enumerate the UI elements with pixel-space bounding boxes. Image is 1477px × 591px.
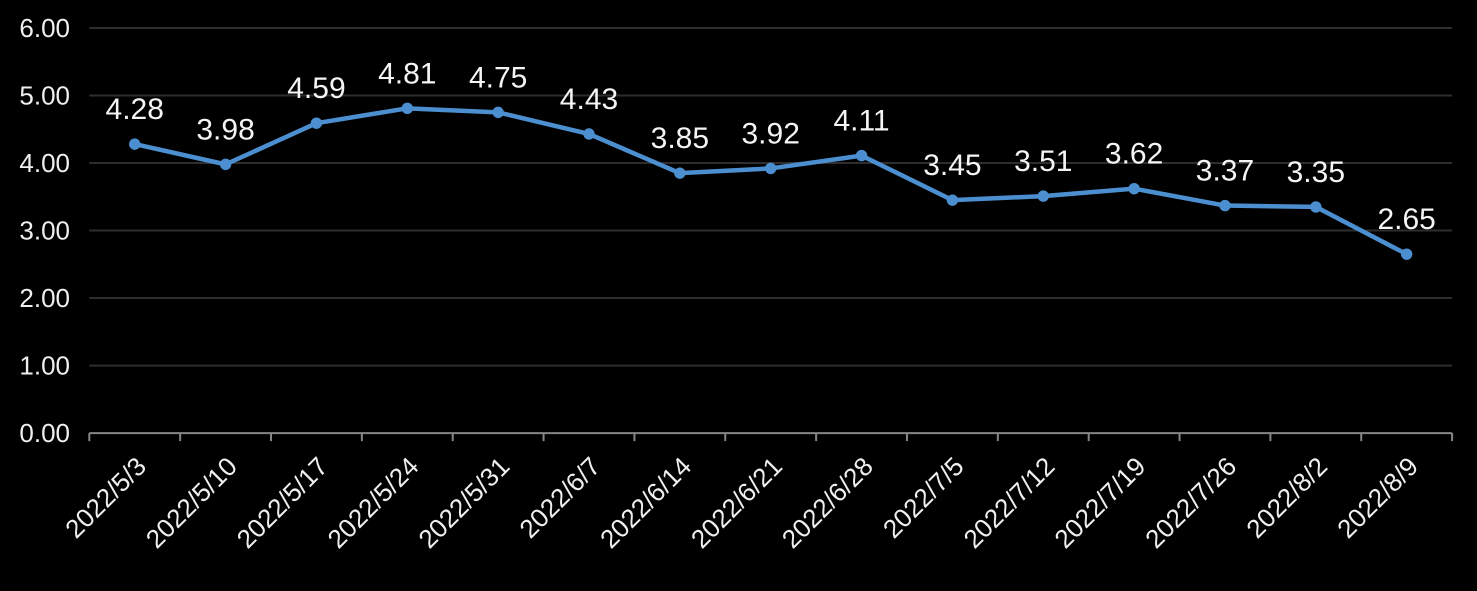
x-tick-label: 2022/7/12 <box>957 451 1060 554</box>
data-point-marker <box>1037 190 1049 202</box>
x-axis <box>88 432 1454 442</box>
data-point-marker <box>674 167 686 179</box>
y-tick-label: 0.00 <box>19 418 70 448</box>
data-point-marker <box>765 162 777 175</box>
y-tick-label: 6.00 <box>19 13 70 43</box>
x-tick-label: 2022/5/31 <box>412 451 515 554</box>
data-point-marker <box>1219 199 1231 212</box>
x-tick-label: 2022/6/14 <box>594 451 697 554</box>
data-label: 4.59 <box>287 72 345 105</box>
x-tick-label: 2022/5/10 <box>140 451 243 554</box>
x-tick-label: 2022/7/19 <box>1048 451 1151 554</box>
data-point-marker <box>219 158 232 171</box>
data-point-marker <box>129 138 141 150</box>
data-point-marker <box>855 149 868 162</box>
y-tick-label: 4.00 <box>19 148 70 178</box>
data-point-marker <box>946 194 959 206</box>
x-tick-label: 2022/8/2 <box>1240 451 1333 544</box>
y-tick-label: 2.00 <box>19 283 70 313</box>
series-markers <box>129 102 1413 260</box>
data-point-marker <box>1400 248 1413 260</box>
data-label: 3.98 <box>196 113 254 146</box>
data-label: 3.62 <box>1105 138 1163 171</box>
data-point-marker <box>1128 182 1140 195</box>
data-label: 2.65 <box>1377 203 1435 236</box>
data-label: 4.81 <box>378 57 436 90</box>
data-label: 3.92 <box>742 117 800 150</box>
data-label: 3.37 <box>1196 155 1254 188</box>
x-tick-label: 2022/6/28 <box>776 451 879 554</box>
data-point-marker <box>583 128 595 140</box>
x-tick-label: 2022/6/7 <box>513 451 606 544</box>
data-point-marker <box>1310 201 1322 213</box>
x-tick-label: 2022/5/24 <box>322 451 425 554</box>
data-label: 3.45 <box>923 149 981 182</box>
data-label: 4.43 <box>560 83 618 116</box>
y-tick-label: 1.00 <box>19 351 70 381</box>
y-tick-label: 3.00 <box>19 216 70 246</box>
data-point-marker <box>401 102 413 115</box>
data-labels: 4.28 3.98 4.59 4.81 4.75 4.43 3.85 3.92 4.11 3.45… <box>106 57 1436 236</box>
x-tick-label: 2022/7/26 <box>1139 451 1242 554</box>
x-tick-label: 2022/8/9 <box>1331 451 1424 544</box>
x-axis-labels: 2022/5/32022/5/102022/5/172022/5/242022/… <box>59 451 1424 554</box>
x-tick-label: 2022/6/21 <box>685 451 788 554</box>
y-axis-labels: 0.00 1.00 2.00 3.00 4.00 5.00 6.00 <box>19 13 70 448</box>
data-label: 3.51 <box>1014 145 1072 178</box>
data-label: 3.85 <box>651 122 709 155</box>
data-point-marker <box>310 117 323 129</box>
data-label: 4.11 <box>833 105 889 138</box>
x-tick-label: 2022/7/5 <box>877 451 970 544</box>
data-point-marker <box>492 106 504 119</box>
x-tick-label: 2022/5/3 <box>59 451 152 544</box>
gridlines <box>89 26 1453 367</box>
data-label: 4.28 <box>106 93 164 126</box>
y-tick-label: 5.00 <box>19 81 70 111</box>
data-label: 4.75 <box>469 61 527 94</box>
x-tick-label: 2022/5/17 <box>231 451 334 554</box>
data-label: 3.35 <box>1287 156 1345 189</box>
